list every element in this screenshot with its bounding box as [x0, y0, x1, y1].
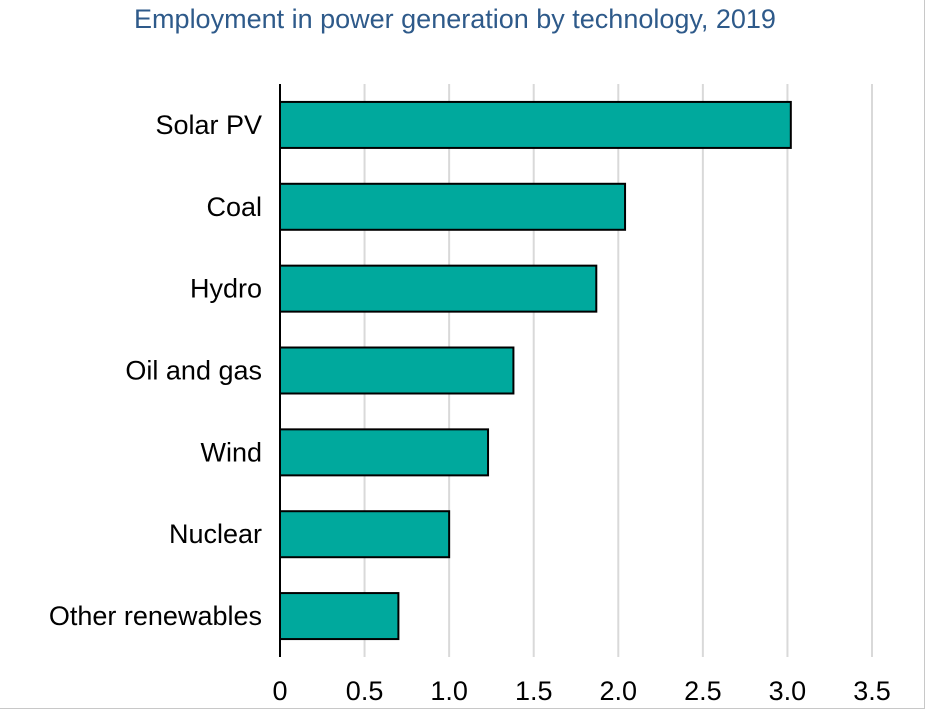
bars [279, 100, 792, 641]
category-label: Wind [200, 437, 262, 467]
chart-title: Employment in power generation by techno… [134, 4, 776, 34]
category-label: Nuclear [169, 519, 262, 549]
bar-coal [279, 182, 627, 231]
bar-nuclear [279, 510, 451, 559]
category-label: Hydro [190, 274, 262, 304]
x-tick-label: 2.0 [600, 676, 638, 706]
x-tick-label: 2.5 [684, 676, 722, 706]
category-label: Oil and gas [125, 356, 262, 386]
bar-hydro [279, 264, 598, 313]
category-label: Solar PV [155, 110, 262, 140]
x-tick-label: 0.5 [346, 676, 384, 706]
x-tick-label: 1.5 [515, 676, 553, 706]
x-tick-label: 1.0 [430, 676, 468, 706]
bar-other-renewables [279, 592, 400, 641]
tick-labels: 0 0.5 1.0 1.5 2.0 2.5 3.0 3.5 [272, 676, 890, 706]
bar-oil-and-gas [279, 346, 515, 395]
x-tick-label: 0 [272, 676, 287, 706]
bar-solar-pv [279, 100, 792, 149]
category-label: Other renewables [49, 601, 262, 631]
category-label: Coal [206, 192, 262, 222]
x-tick-label: 3.5 [853, 676, 891, 706]
x-tick-label: 3.0 [769, 676, 807, 706]
category-labels: Solar PV Coal Hydro Oil and gas Wind Nuclear O… [49, 110, 262, 631]
bar-wind [279, 428, 490, 477]
